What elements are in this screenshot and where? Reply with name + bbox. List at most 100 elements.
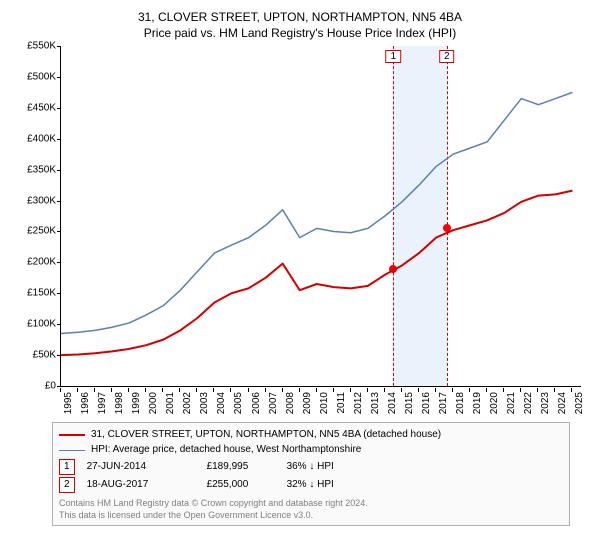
x-tick-mark <box>162 388 163 392</box>
x-tick-mark <box>265 388 266 392</box>
x-tick-mark <box>282 388 283 392</box>
x-tick-mark <box>60 388 61 392</box>
sale-row-marker: 2 <box>59 477 75 493</box>
y-tick-label: £250K <box>20 226 56 237</box>
x-tick-label: 2004 <box>216 392 227 414</box>
plot-container: £0£50K£100K£150K£200K£250K£300K£350K£400… <box>20 46 580 416</box>
x-tick-mark <box>350 388 351 392</box>
x-tick-mark <box>94 388 95 392</box>
y-tick-label: £300K <box>20 195 56 206</box>
y-tick-label: £150K <box>20 288 56 299</box>
y-axis-labels: £0£50K£100K£150K£200K£250K£300K£350K£400… <box>20 46 60 386</box>
x-tick-label: 2020 <box>489 392 500 414</box>
x-tick-label: 1999 <box>131 392 142 414</box>
x-tick-mark <box>77 388 78 392</box>
series-line-hpi <box>61 92 572 333</box>
x-tick-mark <box>452 388 453 392</box>
x-tick-mark <box>401 388 402 392</box>
sale-row-diff: 36% ↓ HPI <box>287 460 397 474</box>
plot-area: 12 <box>60 46 581 387</box>
x-tick-mark <box>111 388 112 392</box>
y-tick-label: £100K <box>20 319 56 330</box>
x-tick-label: 2005 <box>233 392 244 414</box>
footer-line-1: Contains HM Land Registry data © Crown c… <box>59 497 563 509</box>
y-tick-label: £450K <box>20 102 56 113</box>
x-tick-mark <box>554 388 555 392</box>
x-tick-label: 2018 <box>455 392 466 414</box>
x-tick-label: 2010 <box>319 392 330 414</box>
x-tick-label: 2024 <box>557 392 568 414</box>
info-box: 31, CLOVER STREET, UPTON, NORTHAMPTON, N… <box>52 422 570 526</box>
x-tick-mark <box>520 388 521 392</box>
x-tick-label: 2013 <box>370 392 381 414</box>
legend-label-hpi: HPI: Average price, detached house, West… <box>91 443 361 457</box>
x-tick-mark <box>145 388 146 392</box>
y-tick-label: £550K <box>20 41 56 52</box>
x-tick-label: 2019 <box>472 392 483 414</box>
x-tick-label: 2000 <box>148 392 159 414</box>
x-tick-label: 2011 <box>336 392 347 414</box>
sale-row: 1 27-JUN-2014£189,99536% ↓ HPI <box>59 459 563 475</box>
x-tick-mark <box>435 388 436 392</box>
legend-row-property: 31, CLOVER STREET, UPTON, NORTHAMPTON, N… <box>59 428 563 442</box>
x-tick-label: 2023 <box>540 392 551 414</box>
x-tick-label: 2008 <box>285 392 296 414</box>
x-tick-mark <box>367 388 368 392</box>
sale-row-price: £189,995 <box>207 460 287 474</box>
y-tick-label: £50K <box>20 350 56 361</box>
x-tick-label: 2001 <box>165 392 176 414</box>
x-tick-label: 1997 <box>97 392 108 414</box>
x-tick-mark <box>179 388 180 392</box>
sale-row-date: 18-AUG-2017 <box>87 478 207 492</box>
sale-rows: 1 27-JUN-2014£189,99536% ↓ HPI 2 18-AUG-201… <box>59 459 563 493</box>
x-tick-mark <box>316 388 317 392</box>
chart-title-address: 31, CLOVER STREET, UPTON, NORTHAMPTON, N… <box>10 10 590 24</box>
y-tick-label: £0 <box>20 381 56 392</box>
y-tick-label: £350K <box>20 164 56 175</box>
y-tick-mark <box>57 386 61 387</box>
legend-swatch-property <box>59 434 85 436</box>
x-tick-label: 2002 <box>182 392 193 414</box>
x-tick-mark <box>537 388 538 392</box>
x-tick-mark <box>213 388 214 392</box>
y-tick-label: £500K <box>20 71 56 82</box>
sale-row-date: 27-JUN-2014 <box>87 460 207 474</box>
x-tick-mark <box>469 388 470 392</box>
x-tick-label: 2009 <box>302 392 313 414</box>
x-tick-label: 2025 <box>574 392 585 414</box>
x-tick-mark <box>248 388 249 392</box>
x-tick-mark <box>503 388 504 392</box>
y-tick-label: £400K <box>20 133 56 144</box>
x-tick-label: 2006 <box>251 392 262 414</box>
sale-row-marker: 1 <box>59 459 75 475</box>
x-tick-mark <box>196 388 197 392</box>
x-tick-mark <box>299 388 300 392</box>
x-tick-mark <box>230 388 231 392</box>
legend-swatch-hpi <box>59 450 85 451</box>
x-tick-label: 1998 <box>114 392 125 414</box>
x-tick-label: 1995 <box>63 392 74 414</box>
legend-row-hpi: HPI: Average price, detached house, West… <box>59 443 563 457</box>
page-root: 31, CLOVER STREET, UPTON, NORTHAMPTON, N… <box>0 0 600 560</box>
x-tick-mark <box>384 388 385 392</box>
x-tick-label: 2017 <box>438 392 449 414</box>
x-tick-mark <box>418 388 419 392</box>
footer-line-2: This data is licensed under the Open Gov… <box>59 509 563 521</box>
footer: Contains HM Land Registry data © Crown c… <box>59 497 563 521</box>
chart-title-subtitle: Price paid vs. HM Land Registry's House … <box>10 26 590 40</box>
sale-row-diff: 32% ↓ HPI <box>287 478 397 492</box>
x-tick-mark <box>571 388 572 392</box>
x-tick-label: 2022 <box>523 392 534 414</box>
legend-label-property: 31, CLOVER STREET, UPTON, NORTHAMPTON, N… <box>91 428 441 442</box>
series-line-property <box>61 191 572 355</box>
sale-row-price: £255,000 <box>207 478 287 492</box>
x-tick-label: 2014 <box>387 392 398 414</box>
x-tick-label: 2015 <box>404 392 415 414</box>
sale-row: 2 18-AUG-2017£255,00032% ↓ HPI <box>59 477 563 493</box>
x-tick-mark <box>333 388 334 392</box>
series-svg <box>61 46 581 386</box>
x-tick-label: 2016 <box>421 392 432 414</box>
x-tick-label: 1996 <box>80 392 91 414</box>
x-tick-label: 2003 <box>199 392 210 414</box>
x-tick-label: 2012 <box>353 392 364 414</box>
